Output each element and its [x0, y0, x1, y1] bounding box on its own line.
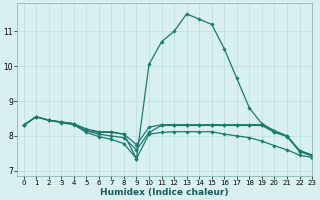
X-axis label: Humidex (Indice chaleur): Humidex (Indice chaleur)	[100, 188, 229, 197]
